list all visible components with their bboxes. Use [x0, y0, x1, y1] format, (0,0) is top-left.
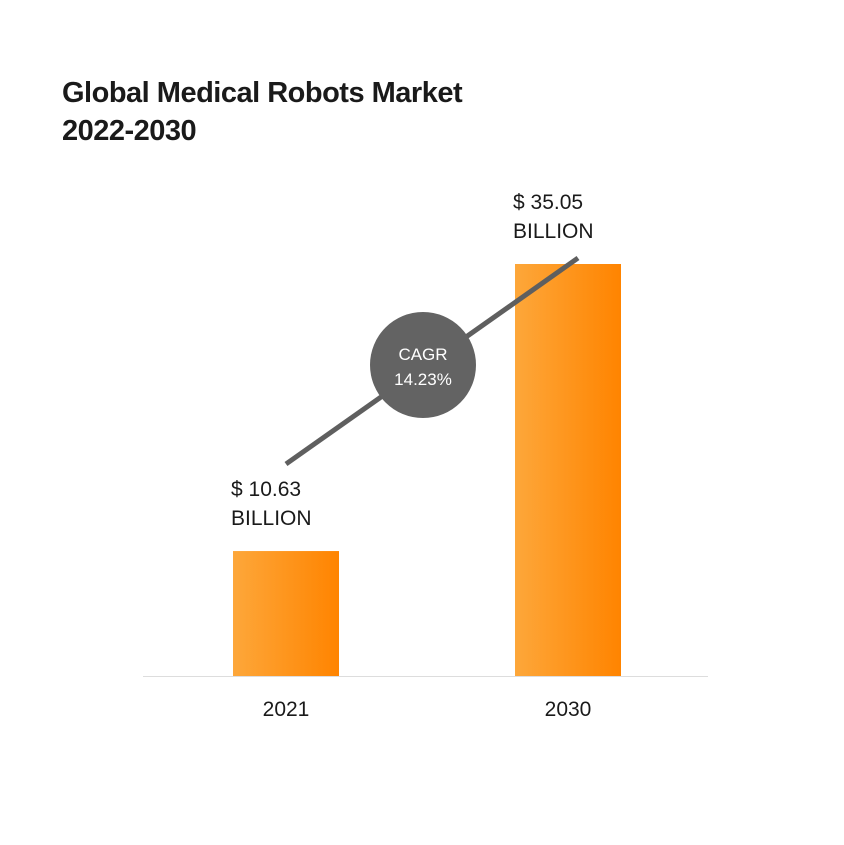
- cagr-badge: CAGR 14.23%: [370, 312, 476, 418]
- value-label-2021-line-2: BILLION: [231, 507, 312, 530]
- cagr-label: CAGR: [398, 345, 447, 364]
- chart-title: Global Medical Robots Market 2022-2030: [62, 74, 463, 150]
- chart-title-line-2: 2022-2030: [62, 115, 197, 147]
- cagr-circle: [370, 312, 476, 418]
- value-label-2030-line-1: $ 35.05: [513, 191, 583, 214]
- value-label-2021-line-1: $ 10.63: [231, 478, 301, 501]
- value-label-2030-line-2: BILLION: [513, 220, 594, 243]
- cagr-value: 14.23%: [394, 370, 452, 389]
- bar-2030: [515, 264, 621, 676]
- x-tick-labels: 2021 2030: [263, 698, 592, 721]
- bars-group: [233, 264, 621, 676]
- bar-2021: [233, 551, 339, 676]
- x-tick-label-2021: 2021: [263, 698, 310, 721]
- value-labels: $ 10.63 BILLION $ 35.05 BILLION: [231, 191, 594, 530]
- x-tick-label-2030: 2030: [545, 698, 592, 721]
- chart-title-line-1: Global Medical Robots Market: [62, 77, 463, 109]
